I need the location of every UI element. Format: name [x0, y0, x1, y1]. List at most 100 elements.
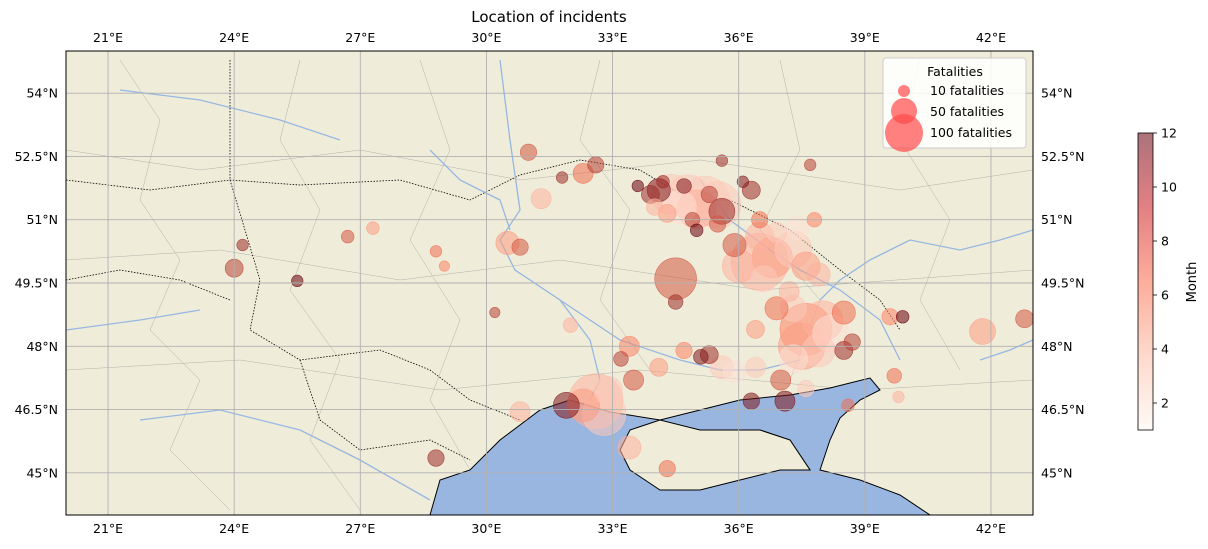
incident-point	[700, 185, 718, 203]
colorbar-tick-label: 12	[1161, 126, 1177, 141]
incident-point	[1015, 309, 1033, 329]
incident-point	[530, 188, 552, 210]
lon-tick-label: 39°E	[850, 30, 880, 45]
lon-ticks-top: 21°E 24°E 27°E 30°E 33°E 36°E 39°E 42°E	[93, 30, 1006, 45]
colorbar: 2 4 6 8 10 12 Month	[1137, 126, 1200, 431]
legend-title: Fatalities	[927, 64, 983, 79]
legend-marker-100	[885, 114, 923, 152]
incident-point	[778, 344, 808, 374]
legend-label-50: 50 fatalities	[930, 104, 1004, 119]
incident-point	[613, 351, 629, 367]
incident-point	[895, 310, 910, 324]
incident-point	[804, 158, 817, 172]
incident-point	[649, 358, 669, 377]
lon-tick-label: 24°E	[219, 521, 249, 536]
lat-tick-label: 54°N	[1041, 86, 1073, 101]
incident-point	[646, 198, 664, 216]
colorbar-tick-label: 10	[1161, 180, 1177, 195]
lon-tick-label: 42°E	[976, 521, 1006, 536]
incident-point	[709, 215, 727, 233]
incident-point	[892, 390, 905, 404]
colorbar-tick-label: 8	[1161, 234, 1169, 249]
incident-point	[831, 300, 856, 325]
incident-point	[675, 341, 693, 360]
lon-tick-label: 36°E	[724, 30, 754, 45]
incident-point	[689, 223, 704, 237]
lon-tick-label: 27°E	[345, 30, 375, 45]
lat-tick-label: 54°N	[26, 86, 58, 101]
lon-tick-label: 39°E	[850, 521, 880, 536]
incident-point	[427, 449, 445, 467]
lat-ticks-left: 45°N 46.5°N 48°N 49.5°N 51°N 52.5°N 54°N	[15, 86, 58, 481]
incident-point	[886, 368, 902, 384]
legend-label-100: 100 fatalities	[930, 125, 1012, 140]
lat-tick-label: 52.5°N	[15, 149, 58, 164]
lon-tick-label: 30°E	[471, 521, 501, 536]
lon-ticks-bottom: 21°E 24°E 27°E 30°E 33°E 36°E 39°E 42°E	[93, 521, 1006, 536]
incident-point	[843, 333, 861, 351]
incident-point	[623, 369, 644, 391]
colorbar-gradient	[1137, 132, 1154, 431]
incident-points	[224, 143, 1033, 478]
incident-point	[236, 238, 249, 252]
incident-point	[631, 179, 644, 193]
lon-tick-label: 42°E	[976, 30, 1006, 45]
lon-tick-label: 21°E	[93, 521, 123, 536]
lat-tick-label: 51°N	[26, 212, 58, 227]
incident-point	[715, 154, 728, 167]
lon-tick-label: 21°E	[93, 30, 123, 45]
incident-point	[778, 281, 800, 302]
lat-tick-label: 52.5°N	[1041, 149, 1084, 164]
incident-point	[693, 349, 709, 365]
incident-point	[617, 435, 642, 460]
incident-point	[562, 317, 579, 333]
incident-point	[593, 376, 623, 406]
incident-point	[676, 178, 692, 194]
incident-point	[291, 274, 304, 288]
incident-point	[429, 245, 443, 258]
lon-tick-label: 30°E	[471, 30, 501, 45]
lat-tick-label: 46.5°N	[1041, 402, 1084, 417]
incident-point	[519, 143, 538, 161]
incident-point	[723, 360, 746, 383]
incident-point	[766, 222, 787, 243]
lon-tick-label: 33°E	[598, 30, 628, 45]
incident-point	[489, 307, 501, 319]
incident-point	[341, 229, 355, 244]
map-area	[66, 51, 1033, 515]
incident-point	[366, 221, 380, 235]
incident-point	[881, 308, 899, 326]
incident-point	[969, 318, 996, 345]
incident-point	[667, 294, 684, 310]
colorbar-tick-label: 2	[1161, 396, 1169, 411]
incident-point	[770, 369, 792, 391]
lon-tick-label: 24°E	[219, 30, 249, 45]
map-frame	[65, 50, 1034, 516]
incident-point	[553, 392, 580, 419]
incident-point	[511, 238, 529, 256]
colorbar-tick-label: 4	[1161, 342, 1169, 357]
incident-point	[774, 390, 796, 412]
lat-tick-label: 46.5°N	[15, 402, 58, 417]
lat-tick-label: 48°N	[26, 339, 58, 354]
lat-tick-label: 48°N	[1041, 339, 1073, 354]
legend: Fatalities 10 fatalities 50 fatalities 1…	[882, 57, 1027, 152]
lon-tick-label: 27°E	[345, 521, 375, 536]
lon-tick-label: 36°E	[724, 521, 754, 536]
lat-tick-label: 45°N	[26, 465, 58, 480]
gridlines	[66, 51, 1033, 515]
incident-point	[438, 260, 450, 272]
colorbar-tick-label: 6	[1161, 288, 1169, 303]
incident-point	[555, 171, 569, 184]
lat-ticks-right: 45°N 46.5°N 48°N 49.5°N 51°N 52.5°N 54°N	[1041, 86, 1084, 481]
incident-point	[656, 175, 670, 189]
incident-point	[797, 379, 815, 397]
incident-point	[746, 320, 765, 339]
incident-point	[509, 401, 531, 423]
lat-tick-label: 45°N	[1041, 465, 1073, 480]
colorbar-ticks: 2 4 6 8 10 12	[1153, 126, 1177, 411]
country-borders	[66, 60, 901, 461]
incident-point	[658, 460, 676, 478]
colorbar-label: Month	[1185, 262, 1200, 303]
